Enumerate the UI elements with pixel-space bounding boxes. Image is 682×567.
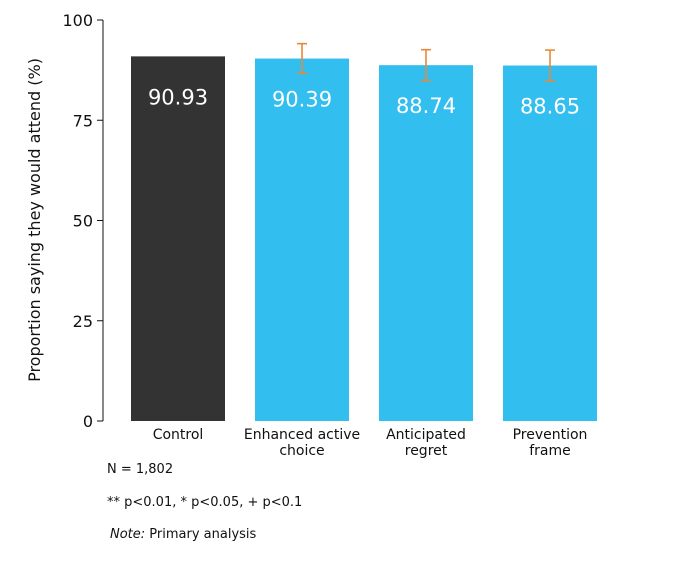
x-tick-label: Prevention frame [513, 427, 588, 459]
bar [255, 58, 349, 421]
x-tick-label: Control [153, 427, 204, 443]
y-tick-label: 25 [73, 312, 93, 331]
y-axis-ticks: 0 25 50 75 100 [62, 11, 103, 431]
bars [131, 56, 597, 422]
x-tick-label: Anticipated regret [386, 427, 466, 459]
significance-note: ** p<0.01, * p<0.05, + p<0.1 [107, 495, 303, 510]
note-label: Note: [110, 527, 146, 542]
bar-chart: Proportion saying they would attend (%) … [25, 11, 597, 459]
value-label: 90.93 [148, 85, 208, 109]
value-label: 88.74 [396, 94, 456, 118]
value-label: 88.65 [520, 95, 580, 119]
y-axis-label: Proportion saying they would attend (%) [25, 58, 44, 382]
error-bar [297, 42, 307, 75]
bar [503, 65, 597, 422]
x-tick-label: Enhanced active choice [244, 427, 360, 459]
note-text: Primary analysis [145, 527, 257, 542]
x-axis-tick-labels: Control Enhanced active choice Anticipated r… [153, 427, 588, 459]
error-bar [421, 48, 431, 82]
sample-size-note: N = 1,802 [107, 462, 174, 477]
value-label: 90.39 [272, 88, 332, 112]
y-axis-title: Proportion saying they would attend (%) [25, 58, 44, 382]
bar [131, 56, 225, 422]
error-bars [297, 42, 555, 82]
analysis-note: Note: Primary analysis [110, 527, 256, 542]
y-tick-label: 50 [73, 212, 93, 231]
bar [379, 65, 473, 422]
y-tick-label: 0 [83, 412, 93, 431]
error-bar [545, 49, 555, 82]
y-tick-label: 100 [62, 11, 93, 30]
y-tick-label: 75 [73, 111, 93, 130]
value-labels: 90.93 90.39 88.74 88.65 [148, 85, 580, 118]
